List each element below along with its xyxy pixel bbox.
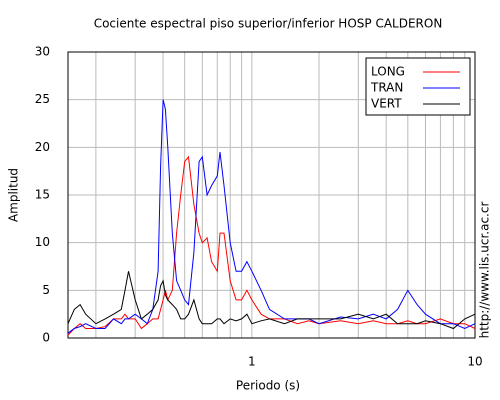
legend-label: TRAN: [370, 81, 403, 95]
y-axis-label: Amplitud: [7, 168, 21, 222]
y-tick-label: 15: [35, 188, 50, 202]
x-tick-label: 10: [467, 355, 482, 369]
x-axis-label: Periodo (s): [236, 379, 300, 393]
legend-label: VERT: [371, 97, 402, 111]
series-line: [67, 271, 476, 330]
chart-title: Cociente espectral piso superior/inferio…: [94, 17, 443, 31]
y-tick-label: 5: [42, 283, 50, 297]
y-tick-label: 10: [35, 235, 50, 249]
x-tick-label: 1: [248, 355, 256, 369]
y-tick-label: 25: [35, 92, 50, 106]
y-tick-label: 30: [35, 45, 50, 59]
series-line: [67, 99, 476, 334]
y-tick-label: 20: [35, 140, 50, 154]
plot-frame: [67, 51, 476, 339]
legend-label: LONG: [371, 65, 405, 79]
side-url: http://www.lis.ucr.ac.cr: [478, 202, 492, 339]
y-tick-label: 0: [42, 331, 50, 345]
legend-box: [365, 57, 471, 116]
